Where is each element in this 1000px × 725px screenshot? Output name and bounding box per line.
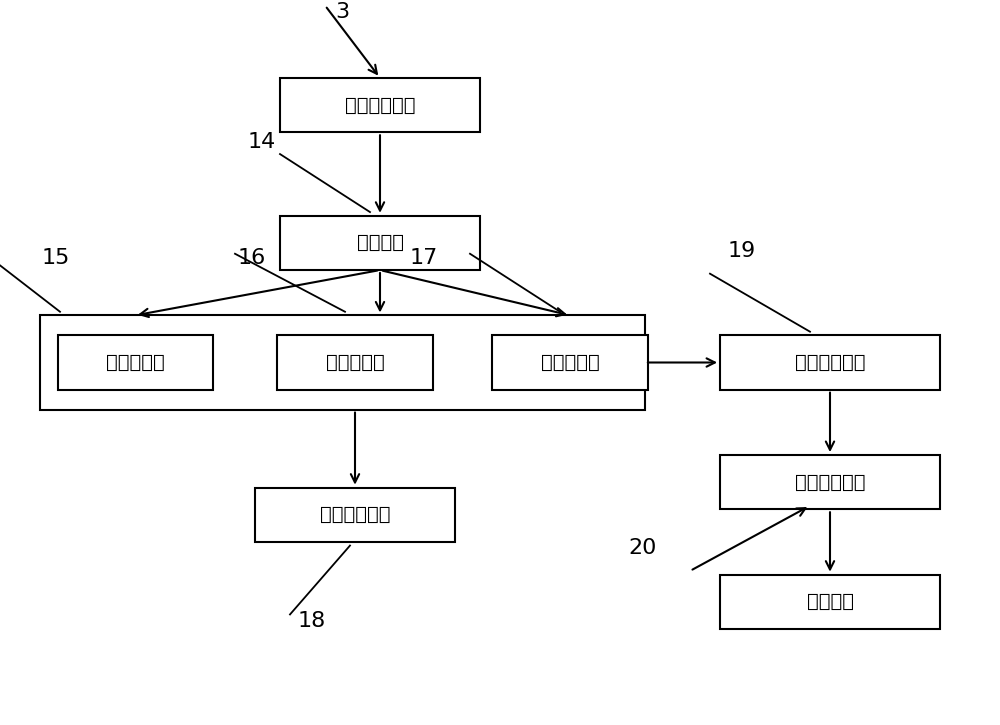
Bar: [58, 336, 213, 390]
Bar: [720, 574, 940, 629]
Text: 加密输送单元: 加密输送单元: [320, 505, 390, 524]
Text: 18: 18: [298, 610, 326, 631]
Text: 数据储存模块: 数据储存模块: [345, 96, 415, 115]
Text: 14: 14: [248, 132, 276, 152]
Text: 人工删除: 人工删除: [806, 592, 854, 611]
Text: 17: 17: [410, 248, 438, 268]
Bar: [492, 336, 648, 390]
Text: 第三储存器: 第三储存器: [541, 353, 599, 372]
Text: 15: 15: [42, 248, 70, 268]
Text: 第二储存器: 第二储存器: [326, 353, 384, 372]
Bar: [280, 216, 480, 270]
Text: 储存提示单元: 储存提示单元: [795, 353, 865, 372]
Text: 人工操作单元: 人工操作单元: [795, 473, 865, 492]
Text: 3: 3: [335, 1, 349, 22]
Bar: [255, 488, 455, 542]
Text: 第一储存器: 第一储存器: [106, 353, 164, 372]
Text: 20: 20: [628, 538, 656, 558]
Bar: [40, 315, 645, 410]
Text: 19: 19: [728, 241, 756, 261]
Bar: [720, 455, 940, 509]
Bar: [280, 78, 480, 133]
Text: 16: 16: [238, 248, 266, 268]
Bar: [277, 336, 432, 390]
Bar: [720, 336, 940, 390]
Text: 加密单元: 加密单元: [356, 233, 404, 252]
